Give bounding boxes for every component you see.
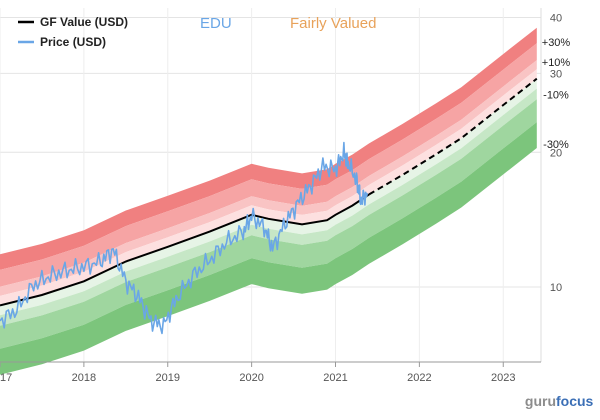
price-line [0, 141, 369, 335]
axes: 10 20 30 40 2017 2018 2019 2020 2021 2022 2023 [0, 12, 562, 384]
gf-value-projection-line [368, 77, 538, 196]
ticker-label: EDU [200, 15, 232, 32]
band-minus-10 [0, 88, 537, 326]
y-tick-label-10: 10 [550, 282, 562, 294]
watermark-focus: focus [556, 393, 594, 409]
grid [0, 8, 542, 362]
band-plus-20 [0, 43, 537, 287]
y-tick-label-30: 30 [550, 68, 562, 80]
series-lines [0, 77, 538, 335]
legend: GF Value (USD) Price (USD) [18, 15, 128, 49]
y-tick-label-40: 40 [550, 12, 562, 24]
valuation-label: Fairly Valued [290, 15, 376, 32]
band-label-minus-30: -30% [543, 139, 569, 151]
x-tick-label-2021: 2021 [323, 372, 347, 384]
band-minus-30 [0, 122, 537, 375]
watermark-guru: guru [525, 393, 556, 409]
gurufocus-watermark: guru focus [525, 393, 594, 409]
band-label-plus-30: +30% [542, 37, 571, 49]
x-tick-label-2017: 2017 [0, 372, 12, 384]
band-label-plus-10: +10% [542, 57, 571, 69]
band-labels: +30% +10% -10% -30% [542, 37, 571, 151]
x-tick-label-2019: 2019 [156, 372, 180, 384]
y-tick-label-20: 20 [550, 147, 562, 159]
band-plus-5 [0, 69, 537, 306]
x-tick-label-2022: 2022 [407, 372, 431, 384]
legend-price-label: Price (USD) [40, 35, 106, 49]
x-tick-label-2020: 2020 [239, 372, 263, 384]
band-label-minus-10: -10% [543, 90, 569, 102]
legend-gf-value-label: GF Value (USD) [40, 15, 128, 29]
x-tick-label-2018: 2018 [72, 372, 96, 384]
x-tick-label-2023: 2023 [491, 372, 515, 384]
band-plus-30 [0, 27, 537, 270]
